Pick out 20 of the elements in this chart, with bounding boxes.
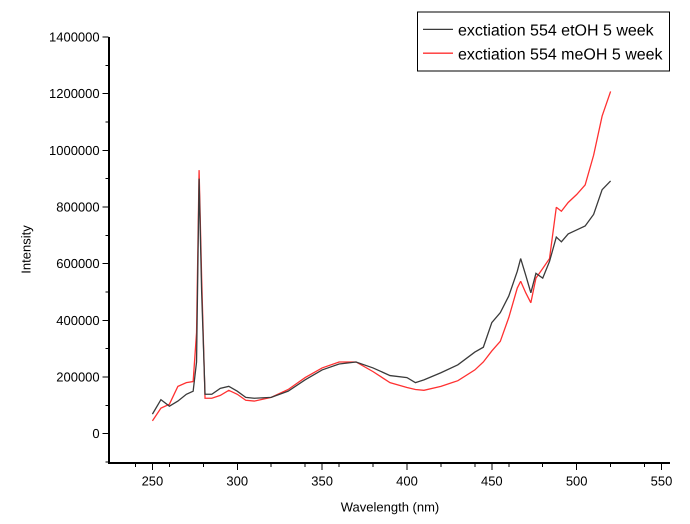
x-tick-label: 450 bbox=[480, 473, 503, 488]
x-tick-label: 300 bbox=[226, 473, 248, 488]
y-tick-label: 600000 bbox=[56, 256, 100, 272]
y-tick-label: 400000 bbox=[56, 312, 100, 328]
y-tick-label: 1000000 bbox=[49, 142, 100, 158]
y-tick-label: 0 bbox=[92, 426, 100, 442]
x-axis-title: Wavelength (nm) bbox=[340, 499, 440, 514]
legend-label: exctiation 554 meOH 5 week bbox=[458, 46, 664, 64]
y-tick-label: 1200000 bbox=[49, 86, 100, 102]
x-tick-label: 500 bbox=[566, 473, 588, 488]
y-tick-label: 800000 bbox=[56, 200, 100, 215]
y-tick-label: 1400000 bbox=[49, 30, 100, 45]
y-axis-title: Intensity bbox=[18, 224, 34, 274]
legend-label: exctiation 554 etOH 5 week bbox=[458, 22, 655, 40]
y-tick-label: 200000 bbox=[56, 370, 100, 385]
x-tick-label: 400 bbox=[396, 473, 418, 488]
x-tick-label: 550 bbox=[650, 473, 672, 488]
x-tick-label: 350 bbox=[311, 473, 333, 488]
x-tick-label: 250 bbox=[142, 473, 164, 488]
line-series bbox=[152, 178, 612, 415]
